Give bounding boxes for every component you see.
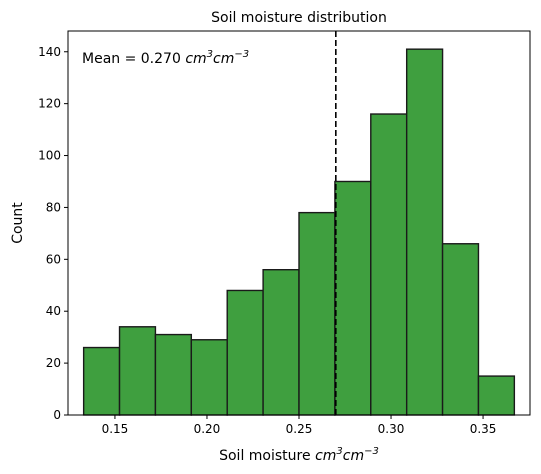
y-tick-label: 100: [38, 149, 61, 163]
bars-group: [82, 48, 516, 416]
histogram-bar-11: [441, 243, 480, 416]
histogram-bar-8: [334, 180, 372, 416]
mean-annotation-unit-base1: cm: [185, 51, 206, 67]
x-tick-label: 0.25: [286, 422, 313, 436]
x-ticks-group: 0.15 0.20 0.25 0.30 0.35: [102, 415, 497, 436]
x-axis-unit-exp1: 3: [336, 446, 342, 457]
y-tick-label: 40: [46, 304, 61, 318]
y-ticks-group: 0 20 40 60 80 100 120 140: [38, 45, 68, 422]
histogram-bar-5: [226, 289, 264, 416]
y-tick-label: 120: [38, 97, 61, 111]
chart-title: Soil moisture distribution: [211, 10, 387, 26]
y-tick-label: 20: [46, 356, 61, 370]
x-axis-label-text: Soil moisture: [219, 448, 315, 464]
mean-annotation-unit-exp1: 3: [207, 49, 213, 60]
x-tick-label: 0.20: [194, 422, 221, 436]
mean-annotation: Mean = 0.270 cm3cm−3: [82, 49, 249, 67]
x-axis-label: Soil moisture cm3cm−3: [219, 446, 379, 464]
mean-annotation-text: Mean = 0.270: [82, 51, 185, 67]
y-axis-label: Count: [10, 202, 26, 244]
histogram-bar-2: [118, 326, 157, 416]
x-tick-label: 0.15: [102, 422, 129, 436]
mean-annotation-unit-exp2: −3: [234, 49, 249, 60]
histogram-bar-6: [262, 269, 300, 416]
histogram-bar-4: [190, 339, 228, 416]
histogram-bar-10: [405, 48, 444, 416]
x-tick-label: 0.35: [470, 422, 497, 436]
histogram-bar-7: [298, 211, 336, 416]
y-tick-label: 140: [38, 45, 61, 59]
histogram-bar-9: [370, 113, 408, 416]
mean-annotation-unit-base2: cm: [213, 51, 234, 67]
x-tick-label: 0.30: [378, 422, 405, 436]
histogram-bar-3: [154, 333, 193, 416]
x-axis-unit-base1: cm: [315, 448, 336, 464]
y-tick-label: 60: [46, 252, 61, 266]
y-tick-label: 80: [46, 200, 61, 214]
x-axis-unit-exp2: −3: [364, 446, 379, 457]
x-axis-unit-base2: cm: [343, 448, 364, 464]
histogram-bar-1: [82, 346, 121, 416]
histogram-bar-12: [477, 375, 516, 416]
y-tick-label: 0: [53, 408, 61, 422]
